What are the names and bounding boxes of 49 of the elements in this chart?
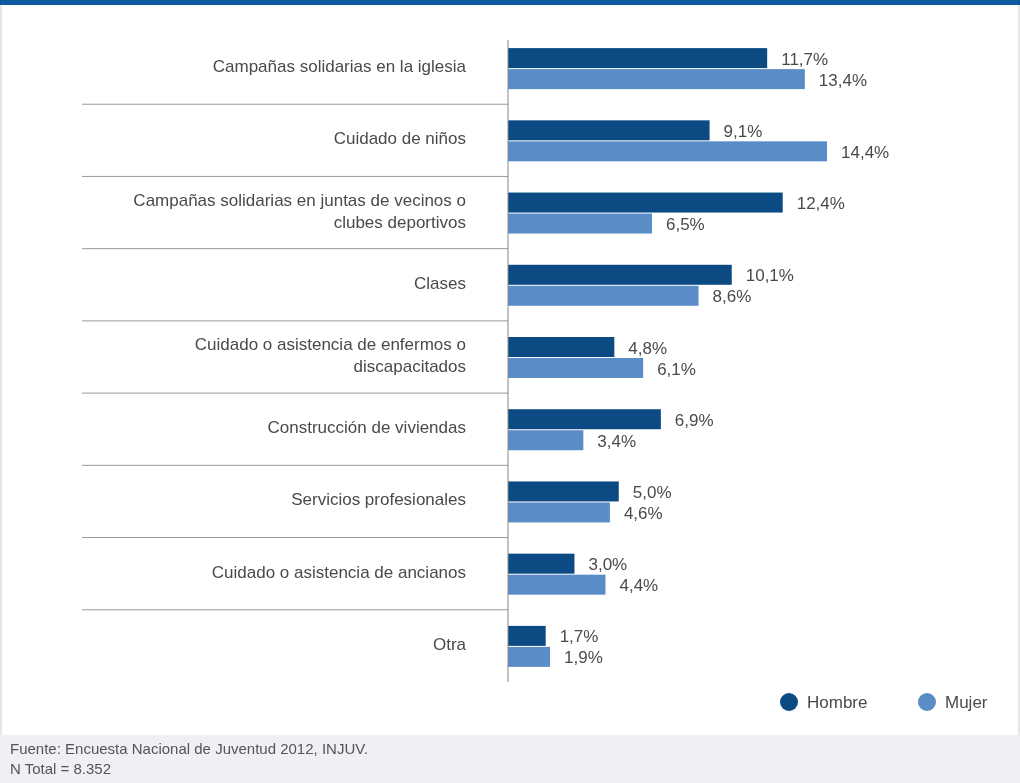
legend-label: Mujer	[945, 693, 988, 712]
bar	[508, 430, 584, 451]
y-tick-label: Campañas solidarias en la iglesia	[212, 57, 467, 77]
bar	[508, 192, 783, 213]
y-tick-label: Servicios profesionales	[291, 490, 466, 510]
data-label: 14,4%	[841, 142, 890, 162]
data-label: 4,8%	[628, 338, 668, 358]
data-label: 6,9%	[674, 410, 714, 430]
data-label: 5,0%	[632, 482, 672, 502]
bar	[508, 337, 615, 357]
legend-label: Hombre	[807, 693, 868, 712]
data-label: 3,4%	[597, 431, 637, 451]
data-label: 11,7%	[781, 49, 829, 69]
data-label: 3,0%	[588, 555, 628, 575]
bar	[508, 553, 575, 574]
bar	[508, 285, 699, 306]
bar	[508, 409, 661, 430]
bar	[508, 646, 551, 667]
bar	[508, 625, 546, 646]
bar	[508, 213, 652, 234]
data-label: 1,7%	[559, 627, 599, 647]
y-tick-label: Cuidado o asistencia de enfermos o discapacitados	[194, 335, 466, 377]
y-tick-label: Otra	[432, 635, 467, 655]
bar	[508, 574, 606, 595]
data-label: 9,1%	[723, 121, 763, 141]
y-tick-label: Campañas solidarias en juntas de vecinos o clubes deportivos	[133, 191, 466, 233]
y-tick-label: Clases	[414, 274, 466, 294]
data-label: 8,6%	[712, 287, 752, 307]
data-label: 1,9%	[564, 648, 603, 668]
bar	[508, 481, 619, 502]
data-label: 4,4%	[619, 576, 659, 596]
bar	[508, 141, 827, 162]
bar	[508, 264, 732, 285]
data-label: 6,1%	[657, 359, 696, 379]
bar	[508, 502, 610, 523]
bar	[508, 358, 644, 378]
data-label: 12,4%	[796, 194, 845, 214]
y-tick-label: Cuidado o asistencia de ancianos	[211, 563, 466, 583]
bar	[508, 48, 768, 69]
source-note: Fuente: Encuesta Nacional de Juventud 2012, INJUV.	[10, 740, 369, 757]
data-label: 4,6%	[623, 503, 663, 523]
data-label: 13,4%	[818, 70, 868, 90]
y-tick-label: Cuidado de niños	[333, 129, 466, 149]
text: N Total = 8.352	[10, 760, 112, 777]
data-label: 6,5%	[665, 215, 705, 235]
bar	[508, 69, 805, 90]
bar	[508, 120, 710, 141]
data-label: 10,1%	[745, 266, 794, 286]
y-tick-label: Construcción de viviendas	[267, 418, 466, 438]
